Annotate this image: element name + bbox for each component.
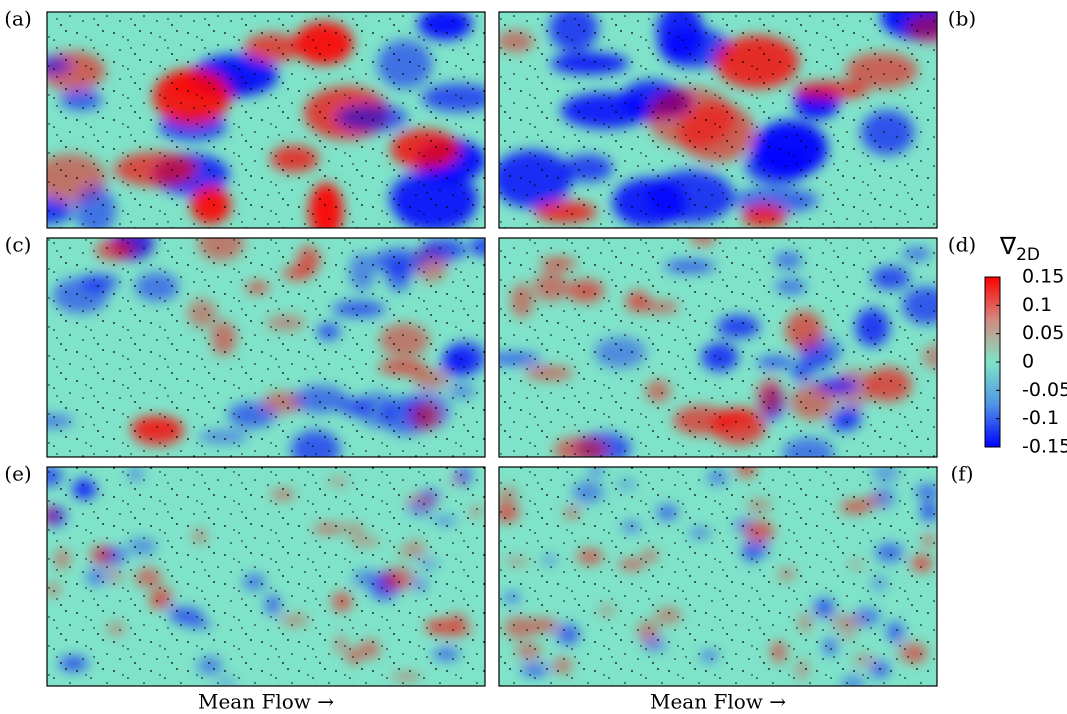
x-label: Mean Flow →: [198, 690, 334, 714]
panel: [47, 467, 485, 686]
colorbar-tick-label: -0.1: [1022, 407, 1059, 429]
panel-label: (b): [948, 7, 976, 31]
particles: [47, 238, 485, 457]
colorbar-tick-label: -0.05: [1022, 379, 1067, 401]
panel: [47, 238, 485, 457]
colorbar-tick-label: 0.05: [1022, 322, 1064, 344]
panel-frame: [498, 237, 938, 458]
panel: [499, 467, 937, 686]
panel-frame: [46, 237, 486, 458]
particles: [47, 12, 485, 228]
panel-frame: [46, 466, 486, 687]
panel: [47, 12, 485, 228]
panel-label: (f): [950, 462, 973, 486]
panel-label: (c): [5, 233, 32, 257]
panel-frame: [498, 11, 938, 229]
colorbar-tick-label: 0: [1022, 351, 1034, 373]
panel-label: (e): [4, 462, 31, 486]
particles: [499, 12, 937, 228]
colorbar-title: ∇2D: [999, 232, 1040, 265]
panel-label: (d): [948, 233, 976, 257]
colorbar-subscript: 2D: [1016, 245, 1040, 265]
colorbar-symbol: ∇: [999, 232, 1017, 260]
colorbar-tick-label: 0.1: [1022, 294, 1052, 316]
panel-frame: [46, 11, 486, 229]
particles: [499, 238, 937, 457]
panel-label: (a): [4, 7, 32, 31]
panel-frame: [498, 466, 938, 687]
particles: [47, 467, 485, 686]
colorbar-tick-label: 0.15: [1022, 266, 1064, 288]
panel: [499, 12, 937, 228]
colorbar-tick-label: -0.15: [1022, 436, 1067, 458]
particles: [499, 467, 937, 686]
panel: [499, 238, 937, 457]
x-label: Mean Flow →: [650, 690, 786, 714]
